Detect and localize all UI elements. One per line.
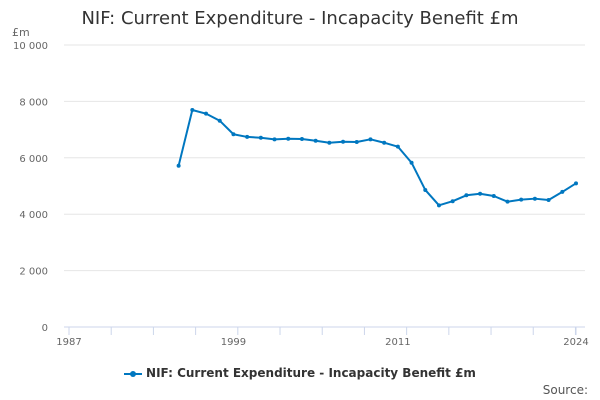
legend[interactable]: NIF: Current Expenditure - Incapacity Be…	[0, 366, 600, 380]
y-tick-label: 6 000	[19, 154, 48, 165]
x-tick-label: 1999	[221, 337, 246, 348]
data-point	[505, 199, 510, 204]
x-tick-label: 2024	[563, 337, 588, 348]
data-point	[245, 134, 250, 139]
data-point	[190, 108, 195, 113]
data-point	[546, 197, 551, 202]
data-point	[491, 194, 496, 199]
data-point	[313, 138, 318, 143]
data-point	[327, 140, 332, 145]
data-point	[272, 137, 277, 142]
data-point	[478, 191, 483, 196]
x-tick-label: 1987	[56, 337, 81, 348]
series-line	[177, 109, 577, 207]
legend-label: NIF: Current Expenditure - Incapacity Be…	[146, 366, 476, 380]
data-point	[450, 199, 455, 204]
y-tick-label: 8 000	[19, 97, 48, 108]
data-point	[354, 140, 359, 145]
data-point	[532, 196, 537, 201]
chart-title: NIF: Current Expenditure - Incapacity Be…	[81, 8, 519, 29]
data-point	[231, 132, 236, 137]
data-point	[409, 160, 414, 165]
data-point	[519, 197, 524, 202]
data-point	[176, 163, 181, 168]
y-tick-label: 10 000	[13, 41, 48, 52]
data-point	[436, 203, 441, 208]
data-point	[395, 144, 400, 149]
y-tick-label: 4 000	[19, 210, 48, 221]
data-point	[341, 139, 346, 144]
data-point	[560, 189, 565, 194]
data-point	[204, 111, 209, 116]
source-label: Source:	[542, 383, 588, 397]
data-point	[423, 187, 428, 192]
data-point	[299, 137, 304, 142]
y-tick-label: 2 000	[19, 267, 48, 278]
data-point	[258, 135, 263, 140]
x-tick-label: 2011	[385, 337, 410, 348]
legend-swatch	[124, 370, 143, 377]
data-point	[217, 118, 222, 123]
data-point	[286, 136, 291, 141]
data-point	[464, 193, 469, 198]
y-tick-label: 0	[42, 323, 48, 334]
y-axis-unit-label: £m	[12, 26, 30, 39]
data-point	[368, 137, 373, 142]
data-point	[574, 181, 578, 186]
data-point	[382, 140, 387, 145]
